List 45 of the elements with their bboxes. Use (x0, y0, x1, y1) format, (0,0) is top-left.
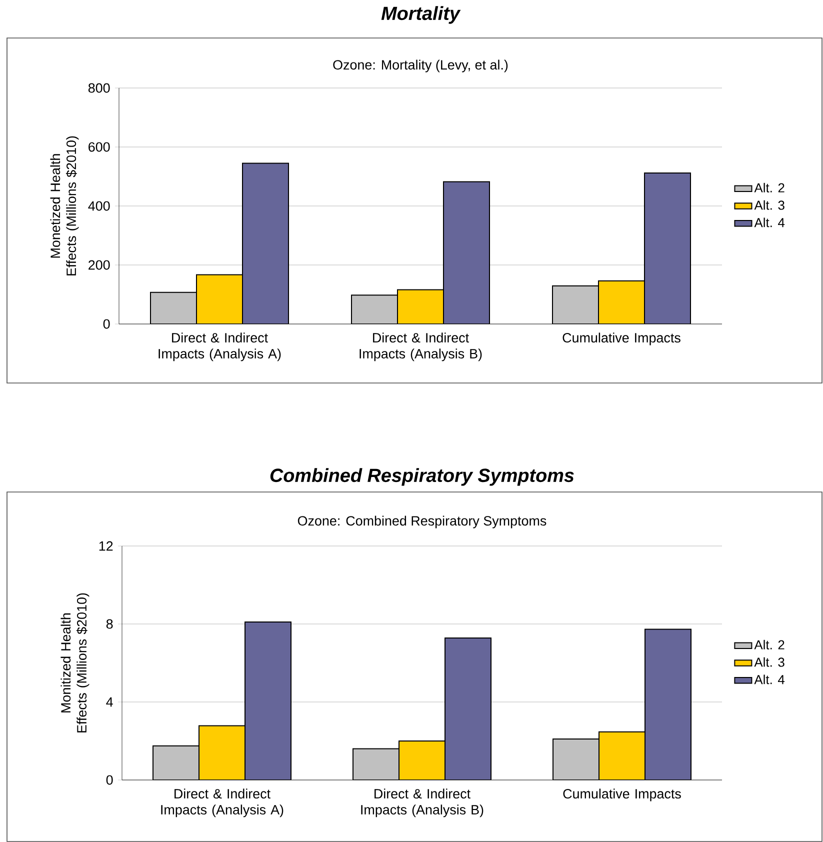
y-tick-label: 12 (99, 541, 113, 551)
y-tick-label: 600 (88, 142, 110, 152)
bar (351, 294, 398, 324)
chart-title: Combined Respiratory Symptoms (270, 468, 574, 486)
y-tick-label: 0 (103, 319, 110, 329)
legend-label: Alt. 3 (754, 657, 784, 667)
bar (552, 285, 600, 324)
bar (598, 731, 646, 780)
y-tick-label: 4 (106, 697, 113, 707)
x-tick-label: Direct & Indirect Impacts (Analysis A) (161, 788, 284, 818)
y-tick-label: 800 (88, 83, 110, 93)
x-tick-label: Direct & Indirect Impacts (Analysis A) (158, 332, 281, 362)
legend-label: Alt. 4 (754, 674, 785, 684)
bar (443, 181, 490, 324)
x-tick-label: Cumulative Impacts (562, 332, 680, 346)
bar (444, 638, 492, 780)
chart-subtitle: Ozone: Combined Respiratory Symptoms (298, 516, 546, 528)
bar (198, 725, 246, 780)
legend-label: Alt. 2 (754, 640, 784, 650)
legend-label: Alt. 3 (754, 200, 784, 210)
bar (644, 172, 692, 324)
y-axis-title: Monitized Health Effects (Millions $2010) (60, 593, 90, 732)
x-tick-label: Direct & Indirect Impacts (Analysis B) (360, 332, 482, 362)
chart-title: Mortality (381, 6, 461, 24)
bar (644, 628, 692, 780)
bar (152, 745, 200, 780)
bar (397, 289, 444, 324)
bar (598, 280, 646, 324)
legend-label: Alt. 2 (754, 182, 784, 192)
bar (196, 274, 243, 324)
y-tick-label: 0 (106, 775, 113, 785)
x-tick-label: Direct & Indirect Impacts (Analysis B) (361, 788, 484, 818)
legend-label: Alt. 4 (754, 218, 785, 228)
bar (244, 622, 292, 780)
bar (150, 292, 197, 324)
bar (352, 748, 400, 780)
bar (398, 740, 446, 780)
x-tick-label: Cumulative Impacts (563, 788, 681, 802)
y-tick-label: 200 (88, 260, 110, 270)
chart-subtitle: Ozone: Mortality (Levy, et al.) (333, 60, 508, 72)
bar (552, 738, 600, 780)
y-tick-label: 8 (106, 619, 113, 629)
y-tick-label: 400 (88, 201, 110, 211)
y-axis-title: Monetized Health Effects (Millions $2010) (50, 136, 79, 276)
bar (242, 162, 289, 324)
